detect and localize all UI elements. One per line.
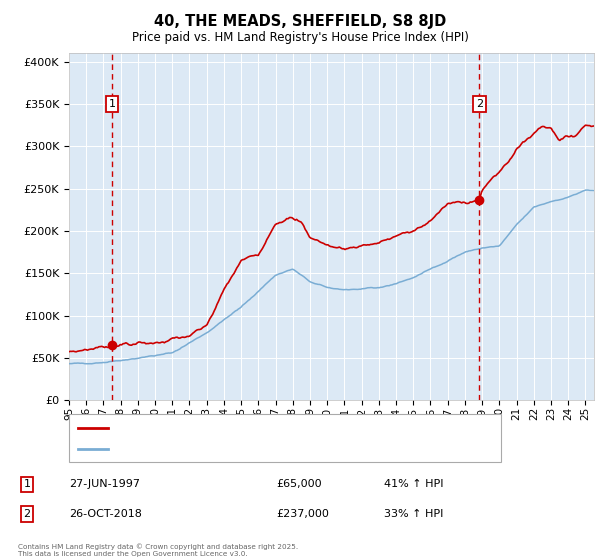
Text: Contains HM Land Registry data © Crown copyright and database right 2025.
This d: Contains HM Land Registry data © Crown c…: [18, 544, 298, 557]
Text: £237,000: £237,000: [276, 509, 329, 519]
Text: 26-OCT-2018: 26-OCT-2018: [69, 509, 142, 519]
Text: £65,000: £65,000: [276, 479, 322, 489]
Text: 33% ↑ HPI: 33% ↑ HPI: [384, 509, 443, 519]
Text: 40, THE MEADS, SHEFFIELD, S8 8JD: 40, THE MEADS, SHEFFIELD, S8 8JD: [154, 14, 446, 29]
Text: 41% ↑ HPI: 41% ↑ HPI: [384, 479, 443, 489]
Text: 1: 1: [109, 99, 116, 109]
Text: 2: 2: [476, 99, 483, 109]
Text: 27-JUN-1997: 27-JUN-1997: [69, 479, 140, 489]
Text: 40, THE MEADS, SHEFFIELD, S8 8JD (semi-detached house): 40, THE MEADS, SHEFFIELD, S8 8JD (semi-d…: [114, 423, 421, 433]
Text: HPI: Average price, semi-detached house, Sheffield: HPI: Average price, semi-detached house,…: [114, 444, 382, 454]
Text: 2: 2: [23, 509, 31, 519]
Text: Price paid vs. HM Land Registry's House Price Index (HPI): Price paid vs. HM Land Registry's House …: [131, 31, 469, 44]
Text: 1: 1: [23, 479, 31, 489]
